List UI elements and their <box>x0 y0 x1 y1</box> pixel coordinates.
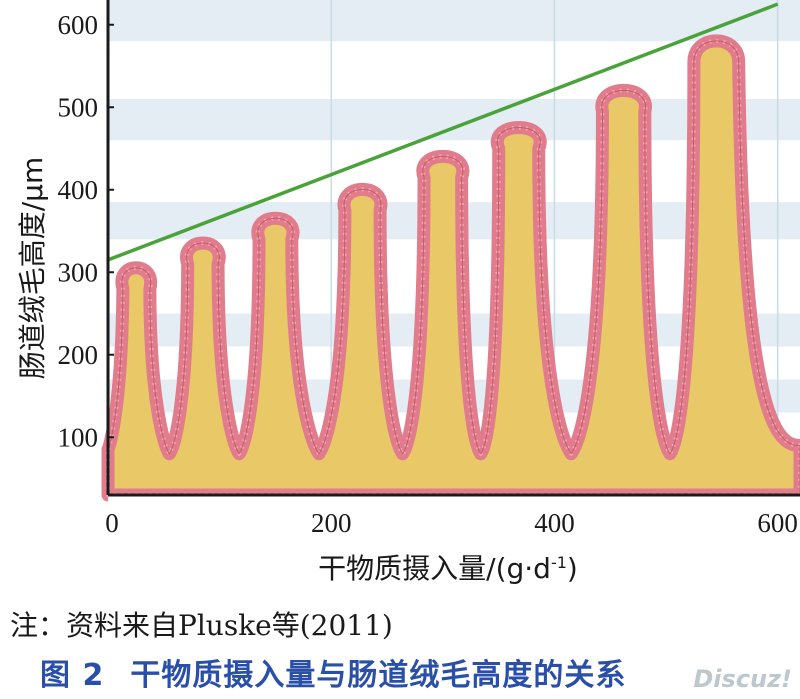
trend-line <box>107 2 779 262</box>
y-axis-title: 肠道绒毛高度/μm <box>16 157 49 380</box>
x-tick-label-0: 0 <box>105 508 119 538</box>
y-tick-label-500: 500 <box>58 92 99 122</box>
villi-outline <box>107 40 800 496</box>
x-tick-label-200: 200 <box>311 508 352 538</box>
chart: 100 200 300 400 500 600 0 200 400 600 肠道绒毛高度/μm 干物质… <box>16 0 800 585</box>
y-tick-label-300: 300 <box>58 257 99 287</box>
axis-mask <box>108 495 800 505</box>
y-tick-label-400: 400 <box>58 175 99 205</box>
watermark-logo: Discuz! <box>693 665 792 693</box>
grid-band-4 <box>108 99 800 141</box>
y-tick-label-600: 600 <box>58 10 99 40</box>
x-tick-label-600: 600 <box>757 508 798 538</box>
x-tick-label-400: 400 <box>534 508 575 538</box>
y-tick-label-200: 200 <box>58 340 99 370</box>
x-axis-title: 干物质摄入量/(g·d-1) <box>318 552 578 585</box>
figure-title: 干物质摄入量与肠道绒毛高度的关系 <box>130 658 627 693</box>
figure-caption: 图 2 干物质摄入量与肠道绒毛高度的关系 <box>40 650 626 694</box>
y-tick-label-100: 100 <box>58 422 99 452</box>
source-note: 注：资料来自Pluske等(2011) <box>10 609 393 642</box>
figure-number: 图 2 <box>40 658 105 693</box>
grid-band-5 <box>108 0 800 42</box>
